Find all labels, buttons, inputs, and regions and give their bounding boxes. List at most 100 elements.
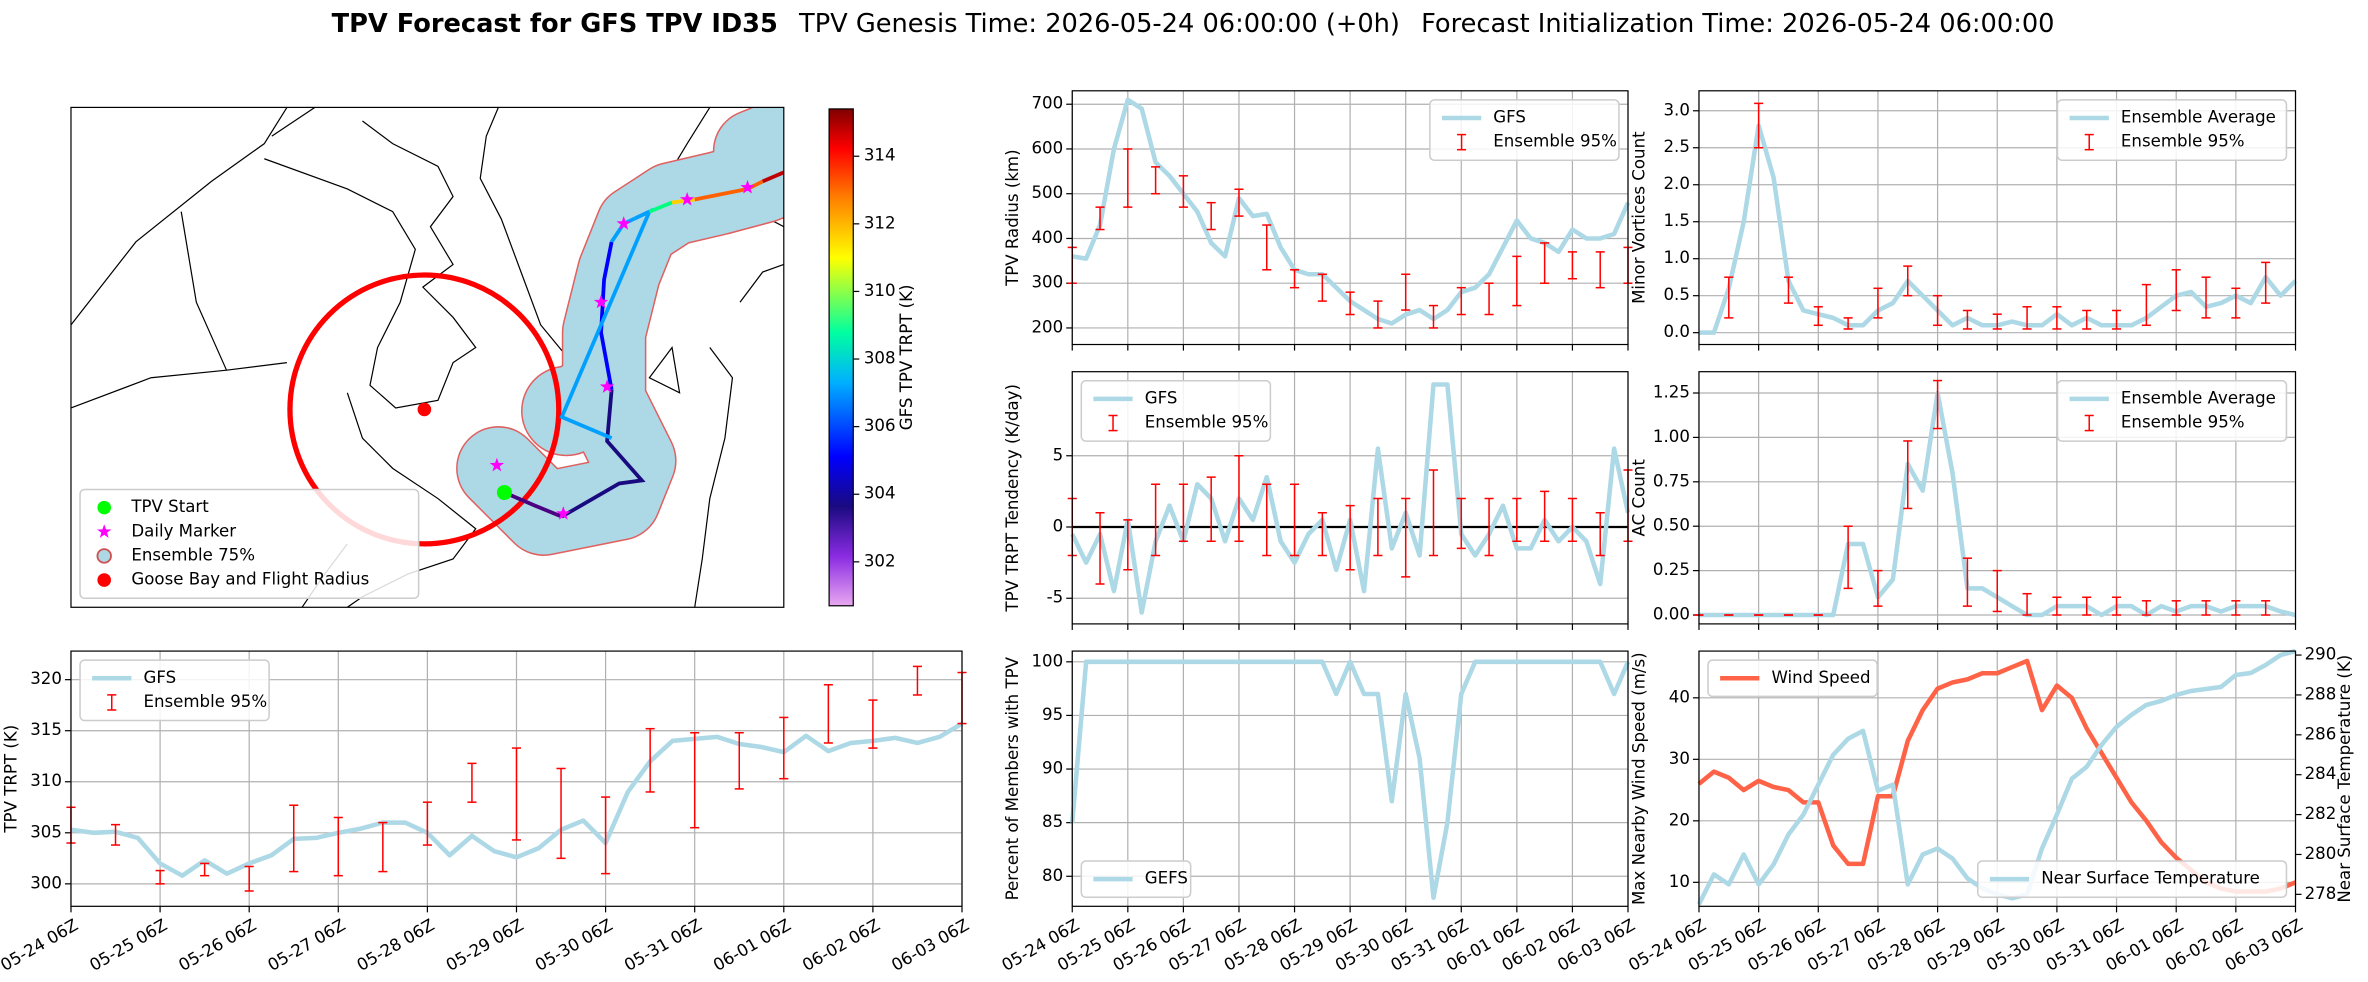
legend-box [1080,380,1272,442]
legend-box [79,659,270,722]
legend-label: Ensemble 95% [143,692,267,711]
y-tick-label: 200 [1031,317,1063,336]
colorbar-tick-label: 310 [864,281,896,300]
legend-box [1080,860,1192,898]
daily-marker [599,379,615,393]
y-tick-label: 320 [30,669,62,688]
series-line [70,721,964,878]
track [671,197,695,205]
colorbar-tick-label: 312 [864,213,896,232]
legend-box [2056,99,2288,162]
daily-marker [593,294,609,309]
y-axis-label: Percent of Members with TPV [1003,656,1022,900]
x-tick-label: 05-25 06Z [86,915,170,974]
x-tick-label: 05-30 06Z [532,915,616,974]
x-tick-label: 06-03 06Z [888,915,972,974]
y-axis-label: TPV TRPT Tendency (K/day) [1003,384,1022,613]
x-tick-label: 05-29 06Z [443,915,527,974]
legend-label: GFS [1145,388,1178,407]
legend-label: Wind Speed [1771,668,1870,687]
colorbar-tick-label: 308 [864,349,896,368]
y2-tick-label: 282 [2305,804,2337,823]
colorbar [828,108,854,607]
y-tick-label: 0.25 [1653,560,1690,579]
y2-tick-label: 290 [2305,645,2337,664]
title-genesis: TPV Genesis Time: 2026-05-24 06:00:00 (+… [798,9,1400,39]
legend-label: Ensemble Average [2121,388,2276,407]
y2-tick-label: 286 [2305,724,2337,743]
track [648,200,673,214]
legend-label: Ensemble Average [2121,107,2276,126]
plot-frame [70,650,963,907]
y-tick-label: 10 [1669,872,1690,891]
coastline [70,107,477,409]
border [70,107,316,409]
legend-label: Ensemble 75% [131,545,255,564]
legend-box [1977,860,2288,898]
colorbar-tick-label: 304 [864,484,896,503]
y-tick-label: 310 [30,771,62,790]
daily-marker [679,191,695,206]
colorbar-label: GFS TPV TRPT (K) [897,284,916,430]
y-tick-label: 2.5 [1663,137,1689,156]
y-tick-label: 85 [1042,812,1063,831]
y-tick-label: 20 [1669,810,1690,829]
legend-label: Ensemble 95% [1145,413,1269,432]
legend-label: GFS [1493,107,1526,126]
legend-label: Ensemble 95% [2121,413,2245,432]
track [560,389,646,519]
x-tick-label: 06-02 06Z [799,915,883,974]
y-tick-label: 3.0 [1663,100,1689,119]
y-axis-label: Minor Vortices Count [1630,131,1649,304]
legend-box [2056,380,2288,442]
y-tick-label: 30 [1669,749,1690,768]
x-tick-label: 05-27 06Z [265,915,349,974]
suptitle: TPV Forecast for GFS TPV ID35 TPV Genesis… [332,9,2055,39]
y-tick-label: 5 [1053,445,1064,464]
daily-marker [616,216,631,230]
y-tick-label: 0.5 [1663,285,1689,304]
legend-label: Near Surface Temperature [2041,869,2260,888]
track [503,490,563,519]
y2-tick-label: 284 [2305,764,2337,783]
y-tick-label: 600 [1031,138,1063,157]
y-tick-label: 2.0 [1663,174,1689,193]
y-tick-label: 700 [1031,94,1063,113]
legend-marker [97,573,111,587]
plot-frame [1071,371,1629,625]
daily-marker [740,179,755,194]
daily-marker [556,506,571,520]
legend-label: Ensemble 95% [2121,132,2245,151]
y-tick-label: 40 [1669,687,1690,706]
y-tick-label: 300 [1031,273,1063,292]
daily-markers [489,179,755,520]
y-tick-label: 1.5 [1663,211,1689,230]
x-tick-label: 05-26 06Z [175,915,259,974]
y-tick-label: -5 [1047,588,1064,607]
x-tick-label: 06-01 06Z [710,915,794,974]
y-tick-label: 95 [1042,705,1063,724]
legend-marker [96,524,112,538]
legend-label: Daily Marker [131,521,236,540]
plot-frame [1698,650,2297,907]
y-tick-label: 90 [1042,759,1063,778]
legend-box [1429,99,1620,162]
y2-axis-label: Near Surface Temperature (K) [2335,655,2354,903]
y2-tick-label: 278 [2305,884,2337,903]
track [761,170,784,184]
y-tick-label: 300 [30,873,62,892]
y-tick-label: 0.50 [1653,516,1690,535]
legend-box [1707,659,1878,698]
colorbar-tick-label: 314 [864,146,896,165]
legend-label: TPV Start [130,497,209,516]
flight-radius [287,272,562,547]
daily-marker [489,457,505,472]
x-tick-label: 05-31 06Z [621,915,705,974]
legend-marker [97,500,111,515]
y2-tick-label: 280 [2305,844,2337,863]
legend-label: GEFS [1145,869,1188,888]
x-tick-label: 05-24 06Z [0,915,81,974]
colorbar-tick-label: 302 [864,551,896,570]
tpv-start [496,484,512,501]
